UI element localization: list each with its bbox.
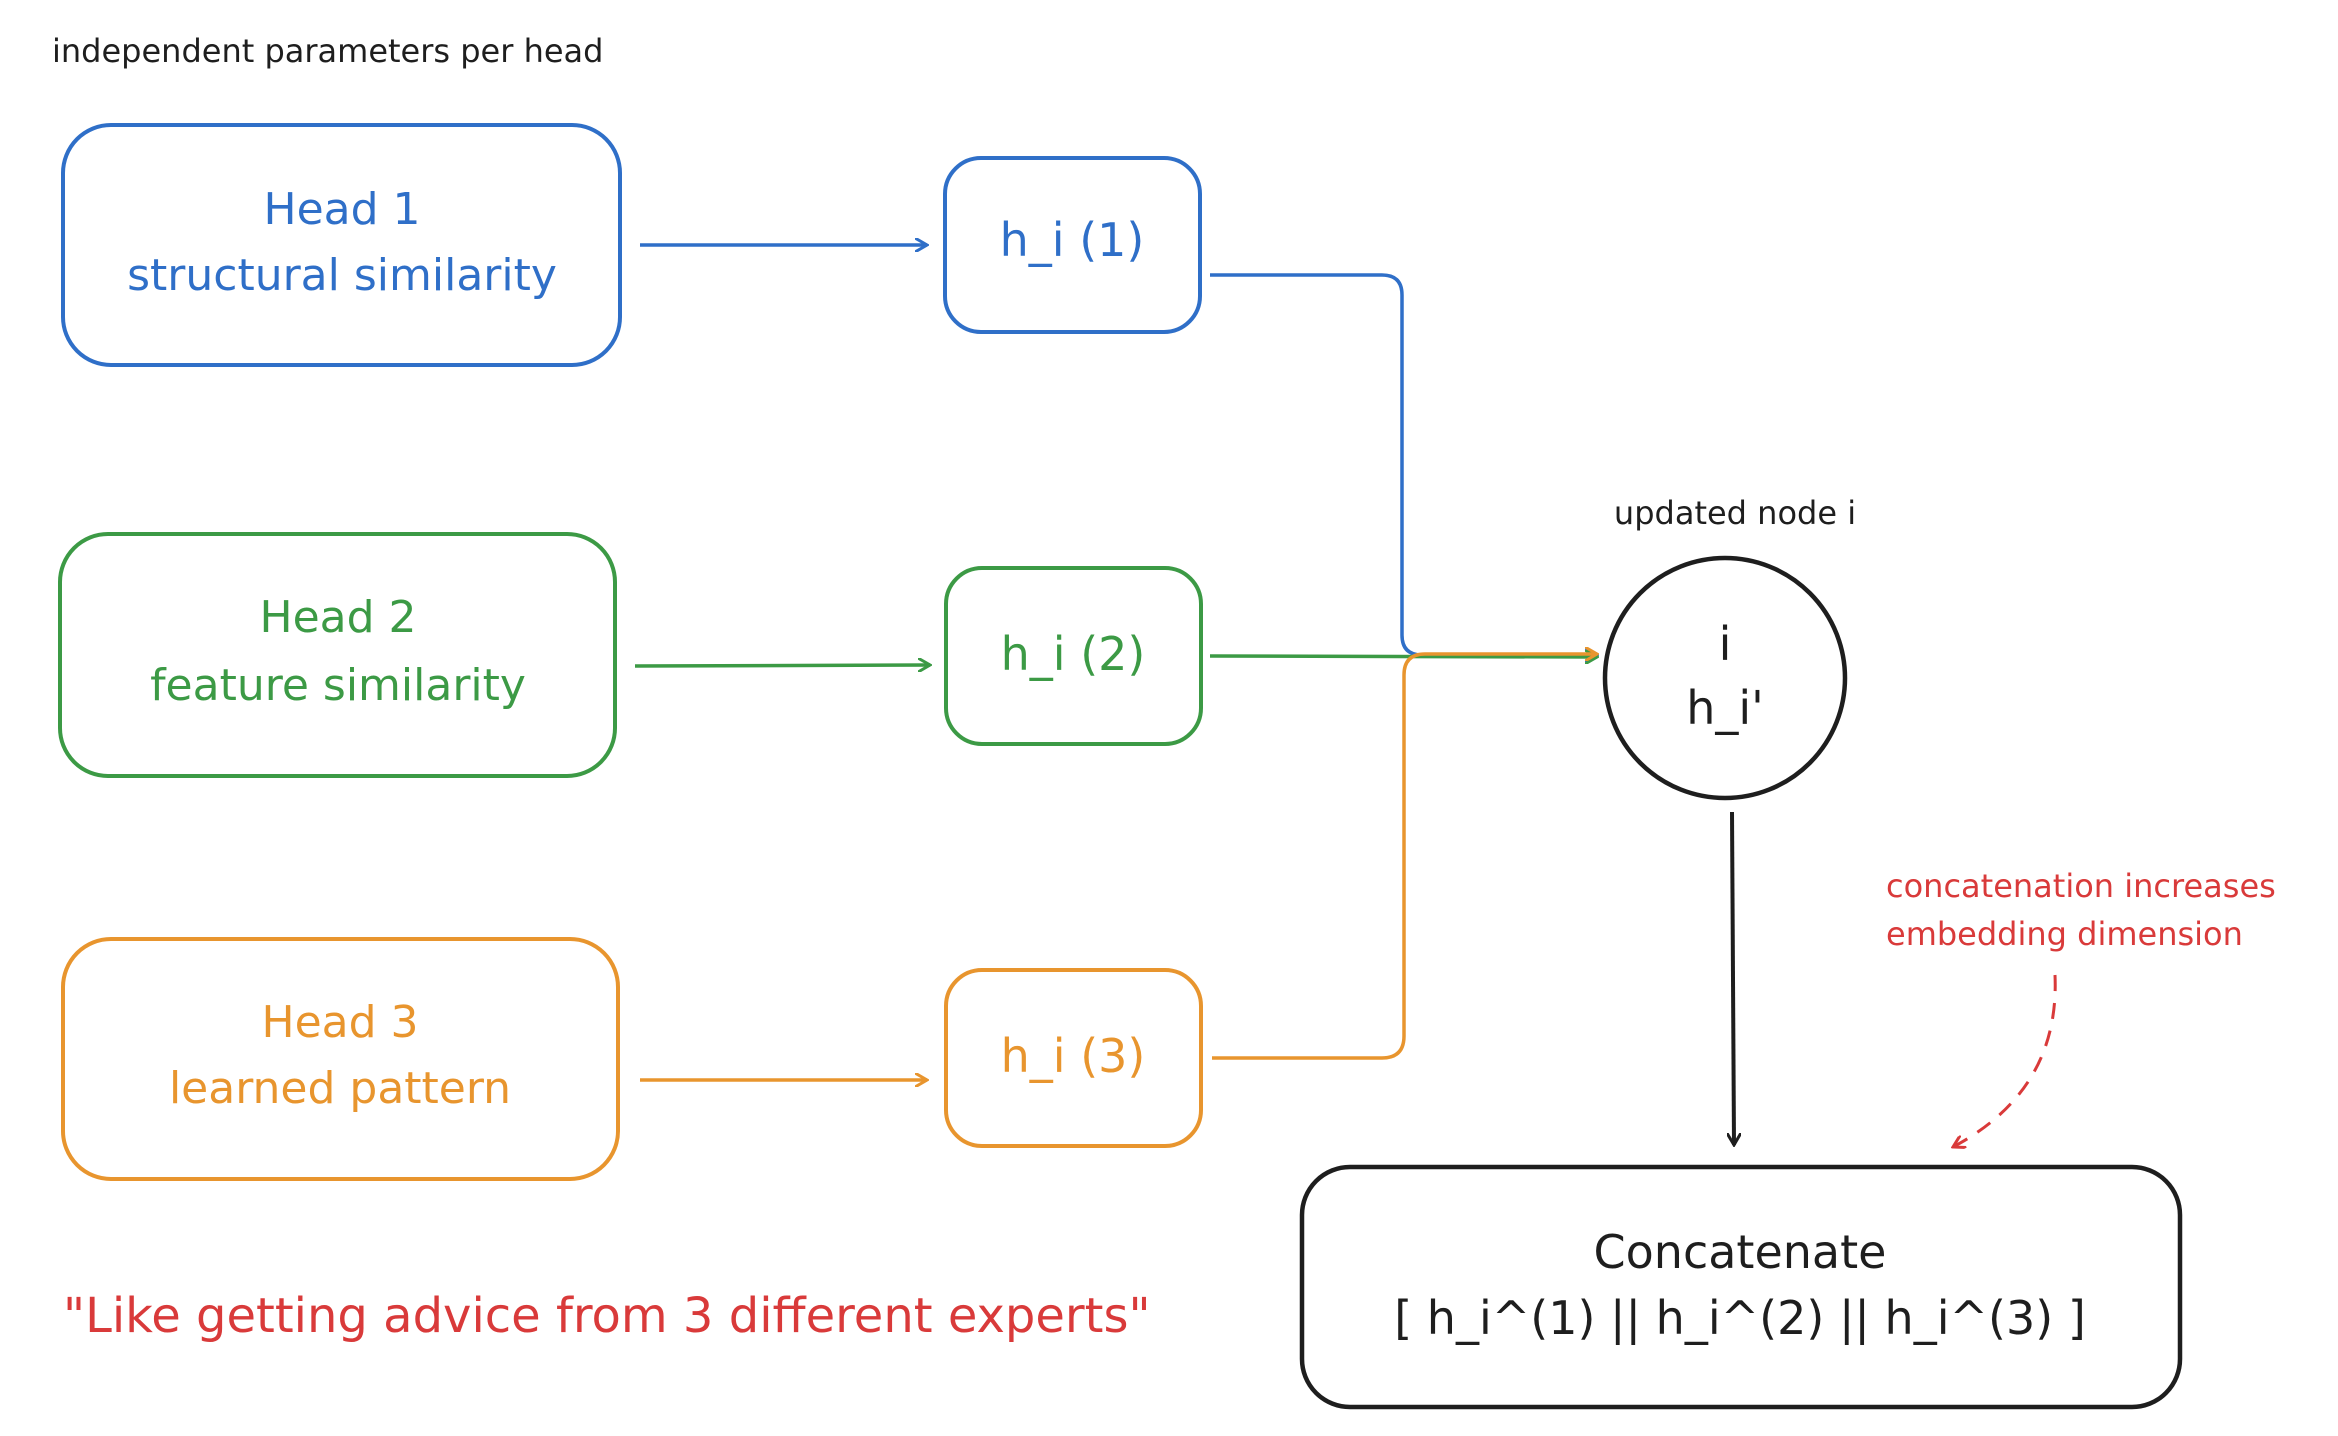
head-2-subtitle: feature similarity <box>150 660 526 711</box>
node-value: h_i' <box>1686 681 1764 735</box>
arrow-to-concat <box>1732 811 1734 1145</box>
connector-2 <box>1209 656 1597 657</box>
diagram-title: independent parameters per head <box>52 32 603 70</box>
head-2-title: Head 2 <box>259 592 416 643</box>
quote: "Like getting advice from 3 different ex… <box>63 1288 1151 1344</box>
connector-3 <box>1212 654 1597 1060</box>
node-caption: updated node i <box>1614 494 1856 532</box>
head-3-title: Head 3 <box>261 997 418 1048</box>
concatenate-box: Concatenate [ h_i^(1) || h_i^(2) || h_i^… <box>1299 1164 2183 1410</box>
note-dashed-arrow <box>1953 974 2057 1147</box>
connector-1 <box>1210 273 1597 655</box>
output-2-box: h_i (2) <box>944 566 1203 746</box>
output-3-label: h_i (3) <box>1001 1029 1146 1083</box>
head-2-box: Head 2 feature similarity <box>58 532 617 778</box>
head-3-box: Head 3 learned pattern <box>61 937 620 1181</box>
concat-title: Concatenate <box>1594 1225 1887 1279</box>
note-line-1: concatenation increases <box>1886 867 2276 905</box>
concat-formula: [ h_i^(1) || h_i^(2) || h_i^(3) ] <box>1394 1291 2086 1346</box>
head-1-box: Head 1 structural similarity <box>61 123 622 367</box>
head-1-title: Head 1 <box>263 184 420 235</box>
note-line-2: embedding dimension <box>1886 915 2243 953</box>
node-label: i <box>1719 617 1732 671</box>
updated-node: i h_i' <box>1602 555 1848 801</box>
output-2-label: h_i (2) <box>1001 627 1146 681</box>
output-1-box: h_i (1) <box>943 156 1202 334</box>
head-1-subtitle: structural similarity <box>127 250 557 301</box>
arrow-head-2 <box>634 665 930 666</box>
output-1-label: h_i (1) <box>1000 213 1145 267</box>
head-3-subtitle: learned pattern <box>169 1063 511 1114</box>
output-3-box: h_i (3) <box>944 968 1203 1148</box>
